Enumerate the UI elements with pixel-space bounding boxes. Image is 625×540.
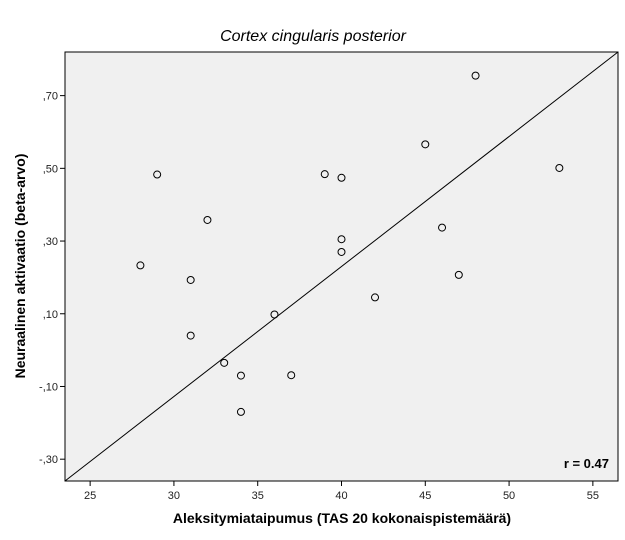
correlation-label: r = 0.47 (564, 456, 609, 471)
x-tick-label: 50 (503, 490, 515, 502)
x-tick-label: 55 (587, 490, 599, 502)
y-axis: -,30 -,10 ,10 ,30 ,50 ,70 (39, 91, 65, 466)
data-point (236, 407, 245, 416)
data-point (320, 170, 329, 179)
data-point (555, 163, 564, 172)
data-point (186, 275, 195, 284)
y-tick-label: -,10 (39, 381, 58, 393)
data-point (371, 293, 380, 302)
y-tick-label: -,30 (39, 454, 58, 466)
data-point (203, 215, 212, 224)
y-tick-label: ,70 (43, 91, 58, 103)
data-point (337, 173, 346, 182)
x-tick-label: 35 (252, 490, 264, 502)
data-point (287, 371, 296, 380)
data-point (454, 270, 463, 279)
y-tick-label: ,10 (43, 309, 58, 321)
x-tick-label: 40 (335, 490, 347, 502)
x-tick-label: 25 (84, 490, 96, 502)
y-tick-label: ,50 (43, 163, 58, 175)
data-point (220, 358, 229, 367)
data-point (153, 170, 162, 179)
x-axis-title: Aleksitymiataipumus (TAS 20 kokonaispist… (173, 510, 511, 526)
data-point (337, 235, 346, 244)
data-points (136, 71, 564, 416)
data-point (471, 71, 480, 80)
x-axis: 25 30 35 40 45 50 55 (84, 481, 599, 502)
x-tick-label: 45 (419, 490, 431, 502)
data-point (270, 310, 279, 319)
y-axis-title: Neuraalinen aktivaatio (beta-arvo) (12, 154, 28, 379)
data-point (421, 140, 430, 149)
data-point (438, 223, 447, 232)
data-point (186, 331, 195, 340)
fit-line (64, 51, 619, 482)
data-point (236, 371, 245, 380)
y-tick-label: ,30 (43, 236, 58, 248)
x-tick-label: 30 (168, 490, 180, 502)
data-point (136, 261, 145, 270)
chart-title: Cortex cingularis posterior (220, 28, 407, 45)
data-point (337, 247, 346, 256)
